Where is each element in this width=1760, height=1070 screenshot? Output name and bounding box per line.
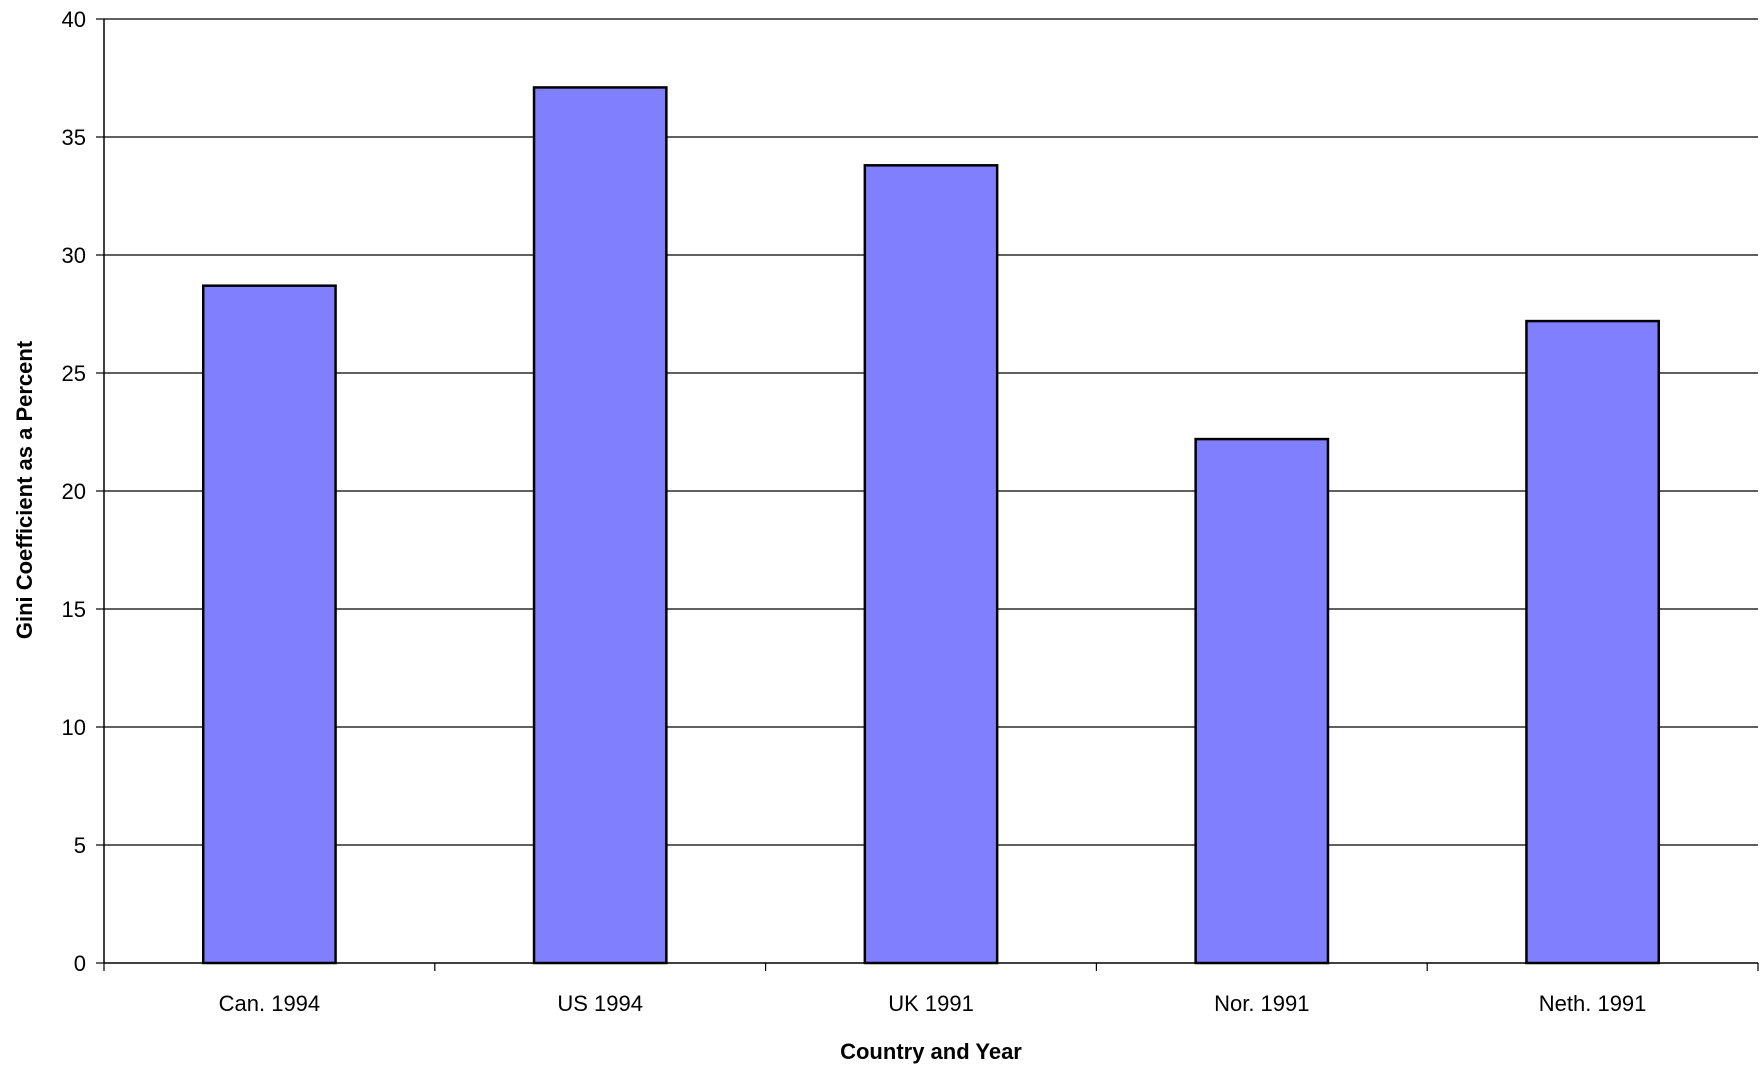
- y-tick-label: 30: [62, 243, 86, 268]
- x-tick-label: Nor. 1991: [1214, 991, 1309, 1016]
- y-tick-label: 20: [62, 479, 86, 504]
- bar: [532, 86, 668, 965]
- x-tick-label: US 1994: [557, 991, 643, 1016]
- x-axis-title: Country and Year: [840, 1039, 1022, 1064]
- bars: [201, 86, 1661, 965]
- x-tick-label: Can. 1994: [219, 991, 321, 1016]
- y-tick-label: 15: [62, 597, 86, 622]
- y-tick-label: 25: [62, 361, 86, 386]
- tick-labels: 0 5 10 15 20 25 30 35 40 Can. 1994 US 1994 UK 1991 N…: [62, 7, 1647, 1016]
- axes: [96, 18, 1759, 971]
- bar: [1194, 437, 1330, 965]
- y-tick-label: 0: [74, 951, 86, 976]
- x-tick-label: Neth. 1991: [1539, 991, 1647, 1016]
- bar: [1525, 319, 1661, 965]
- y-axis-title: Gini Coefficient as a Percent: [12, 340, 37, 639]
- y-tick-label: 35: [62, 125, 86, 150]
- y-tick-label: 5: [74, 833, 86, 858]
- bar: [863, 164, 999, 965]
- y-tick-label: 40: [62, 7, 86, 32]
- y-tick-label: 10: [62, 715, 86, 740]
- x-tick-label: UK 1991: [888, 991, 974, 1016]
- bar: [201, 284, 337, 965]
